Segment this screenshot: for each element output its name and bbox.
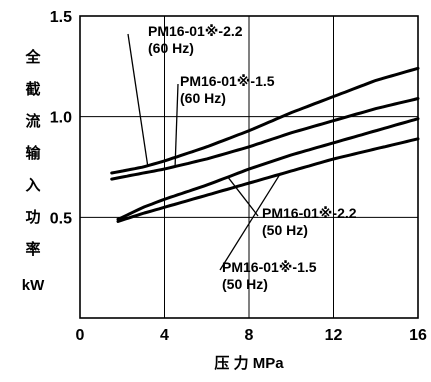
annotation-model-3: PM16-01※-1.5	[222, 259, 317, 275]
x-tick-label-4: 4	[160, 327, 169, 344]
series-lines	[110, 66, 420, 223]
leader-line-2	[227, 176, 259, 217]
x-tick-label-16: 16	[409, 327, 427, 344]
y-axis-label-char-1: 截	[25, 80, 40, 98]
y-tick-label-2: 1.0	[50, 110, 72, 127]
series-line-1	[110, 97, 420, 181]
annotation-freq-2: (50 Hz)	[262, 222, 308, 238]
axes: 0 4 8 12 16 0.5 1.0 1.5	[50, 9, 427, 344]
annotation-model-1: PM16-01※-1.5	[180, 73, 275, 89]
y-axis-label-char-2: 流	[25, 112, 40, 130]
grid	[80, 16, 418, 318]
y-axis-unit: kW	[22, 277, 45, 294]
y-axis-label-char-0: 全	[24, 48, 41, 66]
plot-frame	[79, 15, 419, 319]
annotation-freq-1: (60 Hz)	[180, 90, 226, 106]
leader-line-3	[219, 172, 282, 271]
x-tick-label-0: 0	[76, 327, 85, 344]
y-axis-label-char-3: 输	[25, 144, 41, 162]
y-tick-label-1: 0.5	[50, 210, 72, 227]
x-axis-label: 压 力 MPa	[214, 354, 284, 372]
x-tick-label-12: 12	[325, 327, 343, 344]
series-line-0	[110, 66, 420, 175]
y-axis-label-char-4: 入	[25, 177, 40, 194]
y-tick-label-3: 1.5	[50, 9, 72, 26]
annotation-freq-0: (60 Hz)	[148, 40, 194, 56]
annotation-model-0: PM16-01※-2.2	[148, 23, 243, 39]
series-line-2	[116, 117, 420, 221]
series-line-3	[116, 137, 420, 223]
y-axis-label-char-5: 功	[25, 209, 40, 226]
annotations: PM16-01※-2.2(60 Hz)PM16-01※-1.5(60 Hz)PM…	[127, 23, 357, 292]
y-axis-label-char-6: 率	[25, 240, 40, 258]
x-tick-label-8: 8	[245, 327, 254, 344]
leader-line-0	[127, 33, 149, 166]
annotation-freq-3: (50 Hz)	[222, 276, 268, 292]
annotation-model-2: PM16-01※-2.2	[262, 205, 357, 221]
leader-line-1	[174, 83, 179, 168]
